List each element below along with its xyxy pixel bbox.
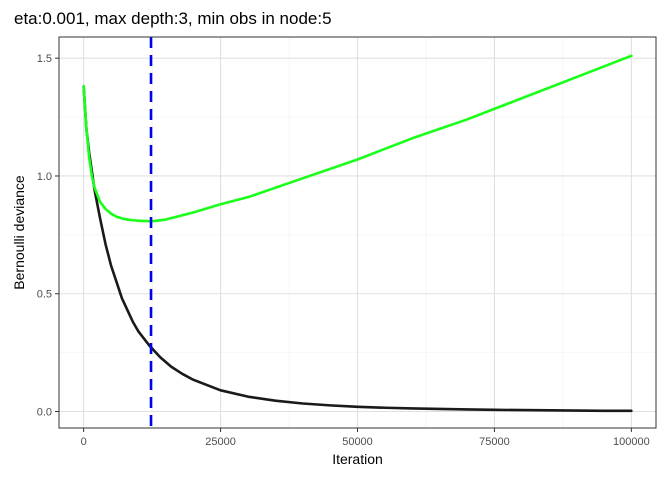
x-tick-label: 0 <box>81 436 87 448</box>
series-line-1 <box>82 85 633 413</box>
x-tick-label: 75000 <box>479 436 510 448</box>
chart-title: eta:0.001, max depth:3, min obs in node:… <box>14 9 332 28</box>
y-tick-label: 0.5 <box>37 289 52 301</box>
x-tick-label: 100000 <box>613 436 650 448</box>
axis-ticks: 0 25000 50000 75000 100000 0.0 0.5 1.0 1.5 <box>37 53 650 448</box>
x-tick-label: 50000 <box>342 436 373 448</box>
y-tick-label: 0.0 <box>37 407 52 419</box>
y-tick-label: 1.0 <box>37 171 52 183</box>
y-axis-title: Bernoulli deviance <box>11 175 27 290</box>
x-axis-title: Iteration <box>332 451 383 467</box>
series-line-2 <box>82 54 633 223</box>
y-tick-label: 1.5 <box>37 53 52 65</box>
x-tick-label: 25000 <box>205 436 236 448</box>
grid-lines <box>59 37 656 428</box>
series-layer <box>82 54 633 413</box>
